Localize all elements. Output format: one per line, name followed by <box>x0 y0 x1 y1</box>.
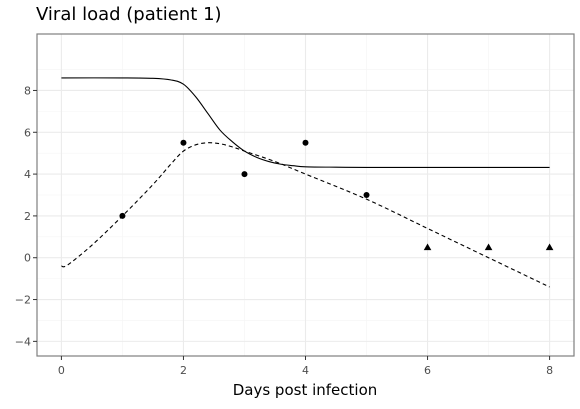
y-tick-label: 8 <box>24 84 31 97</box>
data-points <box>119 139 554 251</box>
y-tick-label: 2 <box>24 210 31 223</box>
x-tick-label: 2 <box>180 364 187 377</box>
y-tick-label: −4 <box>15 335 31 348</box>
x-tick-label: 0 <box>58 364 65 377</box>
data-point-circle <box>241 171 248 178</box>
data-point-circle <box>180 139 187 146</box>
data-point-circle <box>363 192 370 198</box>
x-tick-label: 4 <box>302 364 309 377</box>
series-line-solid <box>61 77 550 168</box>
data-point-triangle <box>423 243 432 251</box>
y-tick-label: 0 <box>24 252 31 265</box>
y-tick-label: 4 <box>24 168 31 181</box>
x-axis: 0 2 4 6 8 <box>58 356 553 377</box>
x-tick-label: 8 <box>546 364 553 377</box>
x-axis-label: Days post infection <box>233 381 378 399</box>
grid-lines <box>37 34 574 356</box>
chart-title: Viral load (patient 1) <box>36 4 222 25</box>
y-tick-label: 6 <box>24 126 31 139</box>
data-point-triangle <box>484 243 493 251</box>
x-tick-label: 6 <box>424 364 431 377</box>
y-axis: −4 −2 0 2 4 6 8 <box>15 84 37 348</box>
data-point-circle <box>302 139 309 146</box>
data-point-triangle <box>545 243 554 251</box>
data-point-circle <box>119 212 126 219</box>
y-tick-label: −2 <box>15 294 31 307</box>
